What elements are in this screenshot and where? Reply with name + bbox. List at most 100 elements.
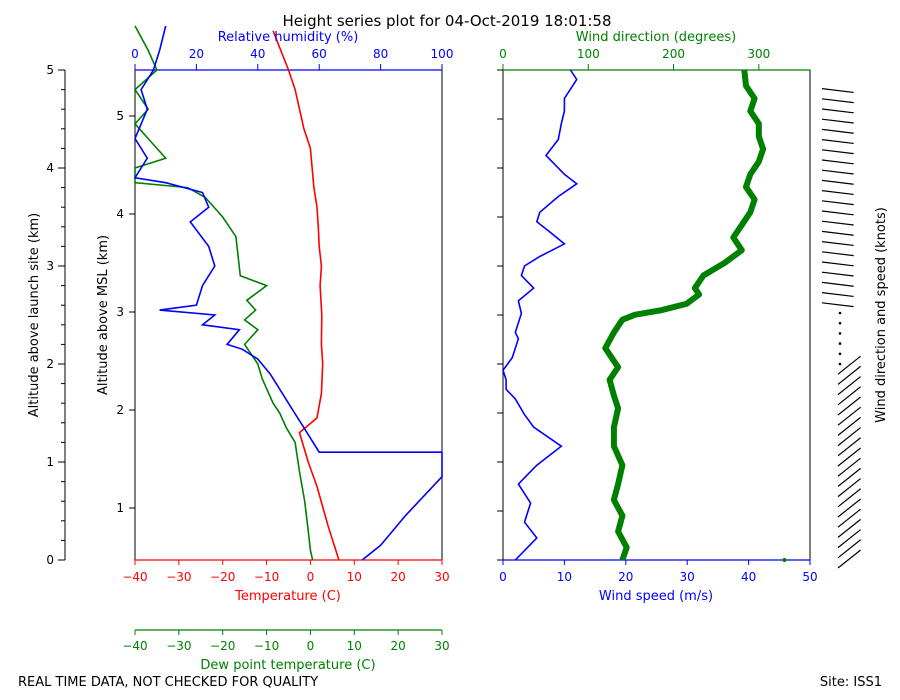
wind-barb bbox=[821, 190, 854, 196]
calm-barb bbox=[838, 321, 842, 325]
rh-tick-label: 80 bbox=[373, 47, 388, 61]
series-relative-humidity bbox=[133, 25, 443, 561]
rh-tick-label: 60 bbox=[312, 47, 327, 61]
rh-tick-label: 100 bbox=[431, 47, 454, 61]
wind-barb bbox=[821, 200, 854, 206]
left-series bbox=[133, 25, 443, 561]
wind-speed-tick-label: 10 bbox=[557, 570, 572, 584]
alt-launch-tick-label: 0 bbox=[46, 553, 54, 567]
wind-speed-tick-label: 40 bbox=[741, 570, 756, 584]
left-plot-frame bbox=[134, 69, 443, 561]
dewpoint-tick-label: −20 bbox=[210, 639, 235, 653]
wind-barb bbox=[837, 518, 861, 538]
wind-barb bbox=[821, 108, 854, 114]
alt-launch-tick-label: 3 bbox=[46, 259, 54, 273]
dewpoint-tick-label: 0 bbox=[307, 639, 315, 653]
wind-barb bbox=[837, 488, 861, 508]
dewpoint-tick-label: −30 bbox=[166, 639, 191, 653]
altitude-msl-axis-label: Altitude above MSL (km) bbox=[96, 235, 111, 395]
wind-dir-tick-label: 300 bbox=[747, 47, 770, 61]
alt-msl-tick-label: 2 bbox=[116, 403, 124, 417]
alt-msl-tick-label: 3 bbox=[116, 305, 124, 319]
wind-barb bbox=[821, 88, 854, 94]
dewpoint-tick-label: 30 bbox=[434, 639, 449, 653]
wind-barb bbox=[837, 549, 861, 569]
calm-barb bbox=[838, 332, 842, 335]
wind-barb bbox=[837, 386, 861, 406]
wind-barb bbox=[837, 447, 861, 467]
wind-barb bbox=[821, 169, 854, 175]
wind-barb bbox=[837, 396, 861, 416]
right-series bbox=[502, 69, 787, 562]
wind-barb bbox=[821, 98, 854, 104]
barb-axis-label: Wind direction and speed (knots) bbox=[874, 207, 889, 423]
site-label: Site: ISS1 bbox=[820, 675, 882, 690]
wind-barbs bbox=[821, 88, 861, 569]
wind-dir-tick-label: 200 bbox=[662, 47, 685, 61]
alt-msl-tick-label: 1 bbox=[116, 501, 124, 515]
temp-tick-label: −20 bbox=[210, 570, 235, 584]
wind-barb bbox=[821, 241, 854, 247]
wind-speed-axis-label: Wind speed (m/s) bbox=[599, 589, 713, 604]
dewpoint-axis-label: Dew point temperature (C) bbox=[200, 658, 375, 673]
wind-barb bbox=[821, 139, 854, 145]
temp-axis-label: Temperature (C) bbox=[234, 589, 341, 604]
alt-msl-tick-label: 4 bbox=[116, 207, 124, 221]
temp-tick-label: −40 bbox=[122, 570, 147, 584]
wind-barb bbox=[821, 281, 854, 287]
dewpoint-tick-label: −40 bbox=[122, 639, 147, 653]
wind-barb bbox=[821, 230, 854, 236]
series-wind-speed bbox=[502, 69, 579, 561]
wind-barb bbox=[837, 478, 861, 498]
wind-barb bbox=[821, 261, 854, 267]
wind-barb bbox=[821, 210, 854, 216]
dewpoint-tick-label: 20 bbox=[391, 639, 406, 653]
series-temperature bbox=[272, 30, 340, 561]
altitude-launch-axis-label: Altitude above launch site (km) bbox=[27, 213, 42, 417]
wind-barb bbox=[837, 376, 861, 396]
temp-tick-label: −10 bbox=[254, 570, 279, 584]
wind-barb bbox=[821, 159, 854, 165]
wind-dir-tick-label: 0 bbox=[499, 47, 507, 61]
wind-barb bbox=[821, 271, 854, 277]
wind-barb bbox=[837, 355, 861, 375]
alt-launch-tick-label: 5 bbox=[46, 63, 54, 77]
temp-tick-label: 10 bbox=[347, 570, 362, 584]
wind-barb bbox=[821, 128, 854, 134]
wind-barb bbox=[821, 179, 854, 185]
wind-barb bbox=[837, 529, 861, 549]
rh-tick-label: 0 bbox=[131, 47, 139, 61]
dewpoint-tick-label: −10 bbox=[254, 639, 279, 653]
quality-note: REAL TIME DATA, NOT CHECKED FOR QUALITY bbox=[18, 675, 318, 690]
wind-dir-tick-label: 100 bbox=[577, 47, 600, 61]
rh-tick-label: 20 bbox=[189, 47, 204, 61]
wind-barb bbox=[821, 302, 854, 308]
wind-barb bbox=[821, 220, 854, 226]
wind-dir-axis-label: Wind direction (degrees) bbox=[576, 30, 736, 45]
wind-barb bbox=[837, 498, 861, 518]
alt-launch-tick-label: 4 bbox=[46, 161, 54, 175]
wind-barb bbox=[837, 365, 861, 385]
wind-barb bbox=[837, 508, 861, 528]
wind-speed-tick-label: 30 bbox=[680, 570, 695, 584]
temp-tick-label: 30 bbox=[434, 570, 449, 584]
calm-barb bbox=[838, 342, 842, 345]
wind-barb bbox=[821, 292, 854, 298]
wind-barb bbox=[837, 467, 861, 487]
wind-speed-tick-label: 0 bbox=[499, 570, 507, 584]
wind-barb bbox=[821, 118, 854, 124]
calm-barb bbox=[838, 352, 842, 356]
wind-barb bbox=[821, 251, 854, 257]
alt-msl-tick-label: 5 bbox=[116, 109, 124, 123]
left-ticks: −40 −30 −20 −10 0 10 20 30−40 −30 −20 −10 0 10 20 300 2… bbox=[46, 47, 453, 653]
wind-barb bbox=[837, 406, 861, 426]
right-panel: 0 10 20 30 40 50 0 100 200 300 Wind direction (de… bbox=[497, 30, 889, 604]
right-ticks: 0 10 20 30 40 50 0 100 200 300 bbox=[497, 47, 818, 584]
series-dew-point bbox=[133, 25, 314, 561]
calm-barb bbox=[838, 311, 842, 315]
rh-tick-label: 40 bbox=[250, 47, 265, 61]
temp-tick-label: 0 bbox=[307, 570, 315, 584]
dewpoint-tick-label: 10 bbox=[347, 639, 362, 653]
wind-speed-tick-label: 50 bbox=[802, 570, 817, 584]
